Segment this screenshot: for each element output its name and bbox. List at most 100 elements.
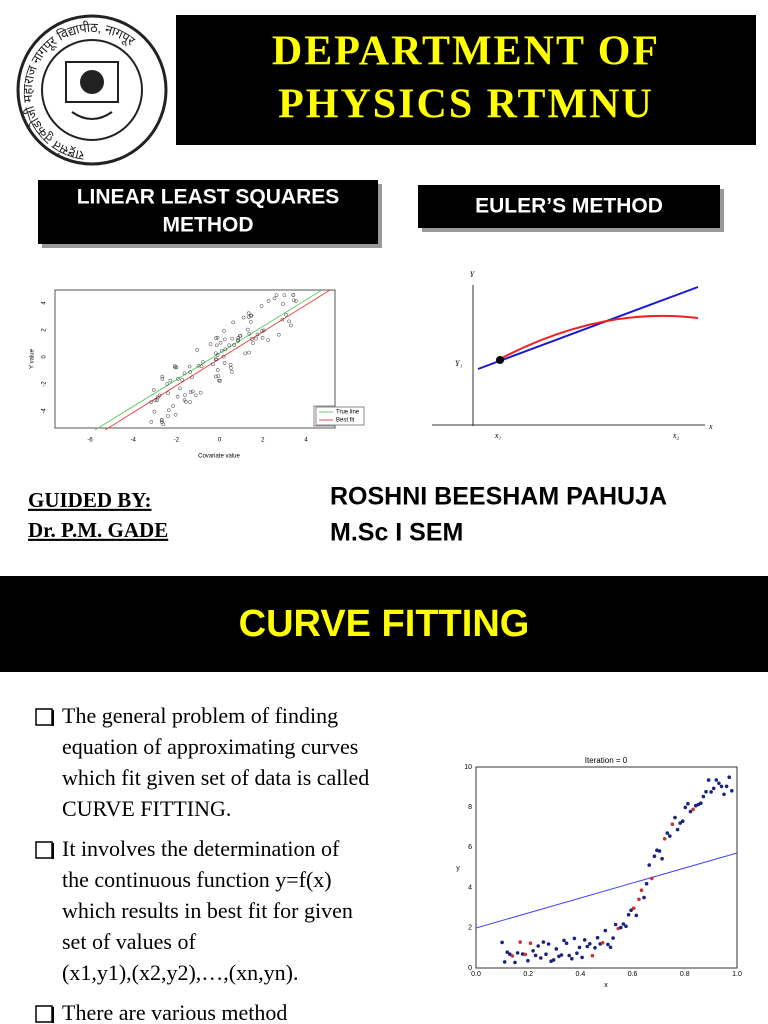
scatter-dot <box>247 350 251 355</box>
scatter-dot <box>266 338 270 343</box>
data-dot <box>500 940 504 945</box>
bullet-text: which fit given set of data is called <box>62 765 369 790</box>
scatter-dot <box>218 378 222 383</box>
scatter-dot <box>232 343 236 347</box>
chart-title: Iteration = 0 <box>585 756 628 765</box>
scatter-dot <box>175 394 180 399</box>
axis-label: x₂ <box>672 431 680 440</box>
scatter-dot <box>248 319 253 324</box>
x-tick-label: -2 <box>174 438 180 444</box>
data-dot <box>513 960 517 965</box>
bullet-box <box>35 1005 53 1023</box>
scatter-dot <box>246 311 251 316</box>
bullet-text: The general problem of finding <box>62 703 338 728</box>
data-dot <box>613 922 618 927</box>
data-dot <box>611 936 615 940</box>
y-tick-label: 2 <box>42 328 48 332</box>
bullet-list: The general problem of finding equation o… <box>35 703 369 1024</box>
scatter-dot <box>222 337 227 342</box>
scatter-dot <box>254 336 258 341</box>
x-label: x <box>604 982 608 989</box>
data-dot <box>541 940 546 944</box>
scatter-dot <box>250 337 254 341</box>
data-dot <box>575 951 579 955</box>
scatter-dot <box>190 389 195 394</box>
data-dot <box>668 834 672 838</box>
data-dot <box>704 789 708 794</box>
data-dot <box>580 955 584 960</box>
title: DEPARTMENT OF <box>272 29 660 75</box>
data-dot <box>714 778 719 782</box>
data-dot <box>533 953 538 958</box>
scatter-dot <box>149 400 153 405</box>
data-dot <box>647 863 651 867</box>
scatter-dot <box>241 315 246 320</box>
point <box>496 356 504 364</box>
scatter-dot <box>282 293 287 298</box>
scatter-dot <box>166 414 170 418</box>
data-dot <box>650 876 654 881</box>
scatter-dot <box>215 368 220 372</box>
student-name: ROSHNI BEESHAM PAHUJA <box>330 483 667 511</box>
data-dot <box>662 837 667 841</box>
scatter-dot <box>166 391 170 396</box>
scatter-dot <box>231 320 236 325</box>
fit-line <box>104 289 331 431</box>
scatter-dot <box>222 361 227 365</box>
scatter-dot <box>230 336 234 341</box>
data-dot <box>644 881 649 886</box>
label-box <box>418 185 720 228</box>
data-dot <box>520 952 525 956</box>
scatter-dot <box>289 323 293 328</box>
scatter-dot <box>292 298 296 303</box>
data-dot <box>588 942 592 946</box>
data-dot <box>717 781 721 786</box>
scatter-dot <box>243 351 248 356</box>
data-dot <box>523 952 528 957</box>
scatter-dot <box>182 371 187 376</box>
section-band <box>0 576 768 672</box>
bullet-text: set of values of <box>62 929 196 954</box>
y-tick-label: 8 <box>468 804 472 811</box>
data-dot <box>510 954 515 958</box>
scatter-dot <box>274 293 279 298</box>
scatter-dot <box>159 418 164 423</box>
data-dot <box>518 940 522 944</box>
y-tick-label: 0 <box>42 355 48 359</box>
scatter-dot <box>221 354 226 359</box>
legend-label: Best fit <box>336 418 355 424</box>
y-tick-label: 4 <box>468 884 472 891</box>
data-dot <box>564 941 569 946</box>
scatter-dot <box>238 334 242 338</box>
data-dot <box>719 784 724 789</box>
bullet-box <box>35 841 53 859</box>
bullet-text: There are various method <box>62 1000 287 1024</box>
data-dot <box>727 775 731 779</box>
scatter-dot <box>214 336 218 340</box>
scatter-dot <box>187 364 192 369</box>
axis-label: x₁ <box>494 431 502 440</box>
bullet-text: CURVE FITTING. <box>62 796 231 821</box>
title: PHYSICS RTMNU <box>278 82 654 128</box>
scatter-dot <box>155 395 160 400</box>
x-tick-label: 2 <box>261 438 265 444</box>
scatter-dot <box>272 296 277 301</box>
data-dot <box>528 941 533 945</box>
scatter-dot <box>287 319 291 324</box>
scatter-dot <box>188 370 193 375</box>
data-dot <box>730 789 734 793</box>
data-dot <box>590 953 595 958</box>
logo: राष्ट्रसंत तुकडोजी महाराज नागपूर विद्याप… <box>16 14 168 166</box>
label-box <box>38 180 378 244</box>
scatter-dot <box>166 408 171 413</box>
scatter-dot <box>219 348 224 353</box>
scatter-dot <box>222 328 226 333</box>
scatter-dot <box>199 364 204 369</box>
scatter-dot <box>284 312 288 317</box>
data-dot <box>544 952 548 956</box>
data-dot <box>577 945 582 950</box>
scatter-dot <box>171 404 175 408</box>
title-box <box>176 15 756 145</box>
